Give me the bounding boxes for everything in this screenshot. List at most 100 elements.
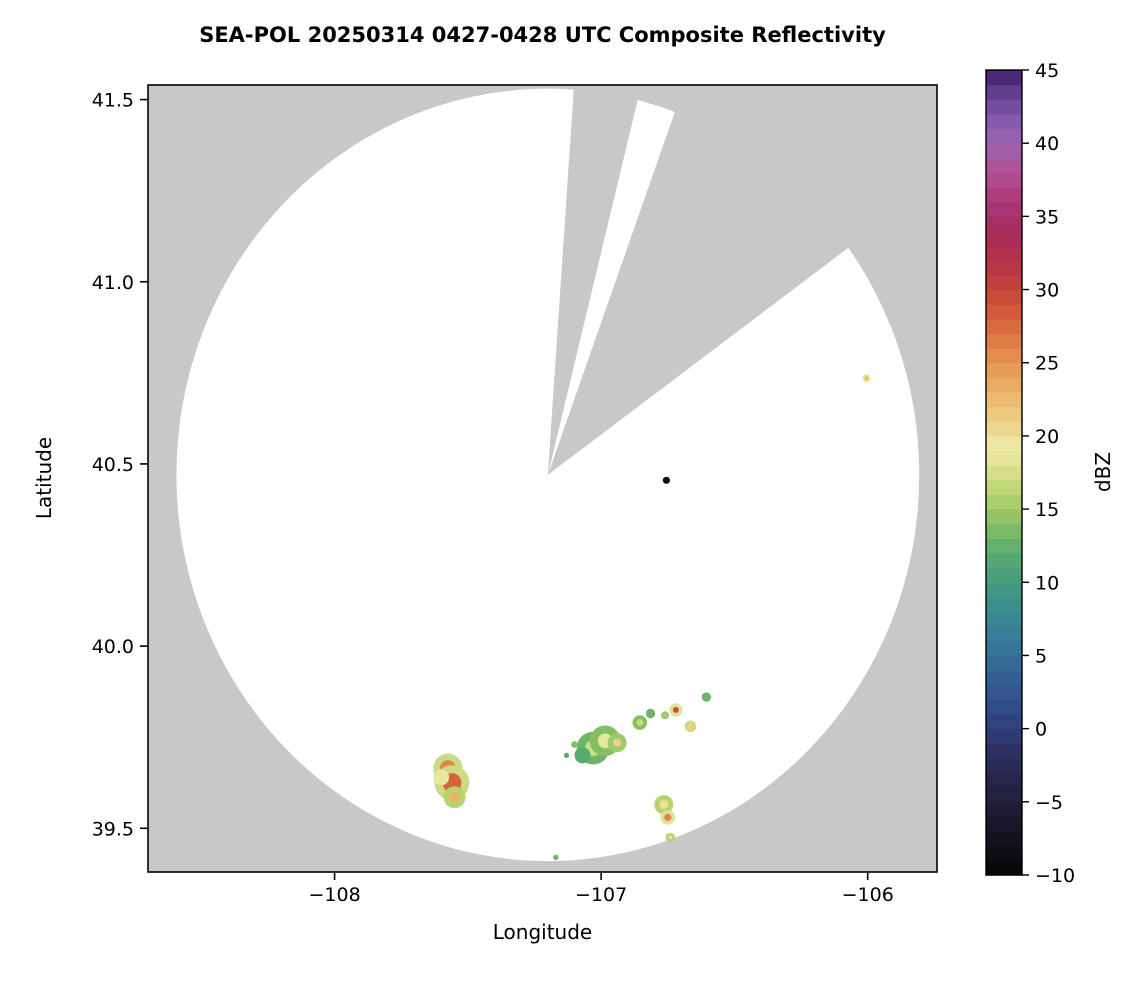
y-tick-label: 39.5 — [92, 818, 134, 840]
colorbar-band — [986, 816, 1022, 832]
colorbar-band — [986, 392, 1022, 408]
colorbar-tick-label: 25 — [1035, 353, 1059, 375]
colorbar-band — [986, 421, 1022, 437]
colorbar-band — [986, 845, 1022, 861]
colorbar-band — [986, 99, 1022, 115]
colorbar-band — [986, 260, 1022, 276]
colorbar-band — [986, 216, 1022, 232]
colorbar-tick-label: 35 — [1035, 206, 1059, 228]
colorbar-tick-label: 20 — [1035, 426, 1059, 448]
reflectivity-echo — [654, 795, 674, 815]
plot-border — [147, 84, 938, 873]
colorbar-tick-label: 5 — [1035, 645, 1047, 667]
colorbar-band — [986, 509, 1022, 525]
colorbar-tick-label: 30 — [1035, 280, 1059, 302]
colorbar-band — [986, 201, 1022, 217]
colorbar-band — [986, 128, 1022, 144]
y-tick-label: 41.0 — [92, 272, 134, 294]
reflectivity-echo — [574, 747, 591, 764]
colorbar-band — [986, 684, 1022, 700]
colorbar-band — [986, 567, 1022, 583]
colorbar-band — [986, 728, 1022, 744]
colorbar-band — [986, 611, 1022, 627]
colorbar-tick-label: 10 — [1035, 572, 1059, 594]
y-tick-label: 40.5 — [92, 454, 134, 476]
figure-title: SEA-POL 20250314 0427-0428 UTC Composite… — [199, 23, 886, 47]
colorbar-band — [986, 465, 1022, 481]
colorbar-tick-label: 0 — [1035, 719, 1047, 741]
colorbar-band — [986, 245, 1022, 261]
colorbar-band — [986, 172, 1022, 188]
colorbar-band — [986, 772, 1022, 788]
blocked-sector — [547, 85, 924, 475]
colorbar: −10 −5 0 5 10 15 20 25 30 35 40 45 — [985, 60, 1075, 887]
colorbar-band — [986, 479, 1022, 496]
colorbar-band — [986, 699, 1022, 715]
reflectivity-echo — [660, 810, 676, 825]
colorbar-band — [986, 406, 1022, 422]
reflectivity-echo — [669, 703, 683, 717]
colorbar-label: dBZ — [1091, 451, 1115, 493]
x-tick-label: −106 — [842, 884, 894, 906]
y-axis-label: Latitude — [32, 436, 56, 520]
reflectivity-echo — [632, 715, 648, 730]
blocked-sector — [547, 85, 642, 475]
colorbar-band — [986, 714, 1022, 730]
reflectivity-echo — [665, 832, 676, 843]
colorbar-band — [986, 553, 1022, 569]
reflectivity-echo — [443, 786, 466, 809]
colorbar-band — [986, 333, 1022, 349]
reflectivity-echo — [433, 769, 450, 786]
reflectivity-echo — [553, 854, 559, 861]
colorbar-band — [986, 143, 1022, 159]
colorbar-tick-label: 15 — [1035, 499, 1059, 521]
reflectivity-echo — [662, 476, 671, 484]
reflectivity-echo — [563, 752, 570, 759]
reflectivity-echo — [701, 692, 712, 702]
colorbar-band — [986, 157, 1022, 174]
colorbar-band — [986, 494, 1022, 510]
colorbar-band — [986, 435, 1022, 452]
colorbar-band — [986, 70, 1022, 86]
colorbar-band — [986, 801, 1022, 818]
colorbar-border — [985, 69, 1023, 876]
colorbar-band — [986, 231, 1022, 247]
colorbar-band — [986, 860, 1022, 876]
reflectivity-echo — [571, 741, 578, 748]
colorbar-band — [986, 289, 1022, 305]
colorbar-band — [986, 596, 1022, 613]
colorbar-tick-label: 40 — [1035, 133, 1059, 155]
colorbar-band — [986, 523, 1022, 539]
colorbar-band — [986, 582, 1022, 598]
colorbar-band — [986, 113, 1022, 130]
colorbar-band — [986, 274, 1022, 291]
colorbar-band — [986, 84, 1022, 100]
colorbar-band — [986, 743, 1022, 759]
colorbar-band — [986, 787, 1022, 803]
colorbar-band — [986, 655, 1022, 671]
x-axis-label: Longitude — [492, 920, 593, 944]
colorbar-band — [986, 377, 1022, 393]
reflectivity-echo — [862, 374, 871, 383]
x-tick-label: −108 — [308, 884, 360, 906]
reflectivity-echo — [684, 720, 697, 733]
colorbar-band — [986, 626, 1022, 642]
reflectivity-echo — [645, 708, 656, 719]
colorbar-band — [986, 304, 1022, 320]
colorbar-band — [986, 362, 1022, 378]
colorbar-band — [986, 450, 1022, 466]
colorbar-tick-label: 45 — [1035, 60, 1059, 82]
colorbar-band — [986, 348, 1022, 364]
colorbar-band — [986, 831, 1022, 847]
colorbar-band — [986, 640, 1022, 657]
colorbar-tick-label: −5 — [1035, 792, 1063, 814]
reflectivity-echo — [607, 733, 627, 753]
colorbar-band — [986, 318, 1022, 335]
colorbar-tick-label: −10 — [1035, 865, 1075, 887]
reflectivity-echo — [661, 711, 670, 720]
colorbar-band — [986, 187, 1022, 203]
colorbar-band — [986, 538, 1022, 554]
colorbar-band — [986, 757, 1022, 774]
